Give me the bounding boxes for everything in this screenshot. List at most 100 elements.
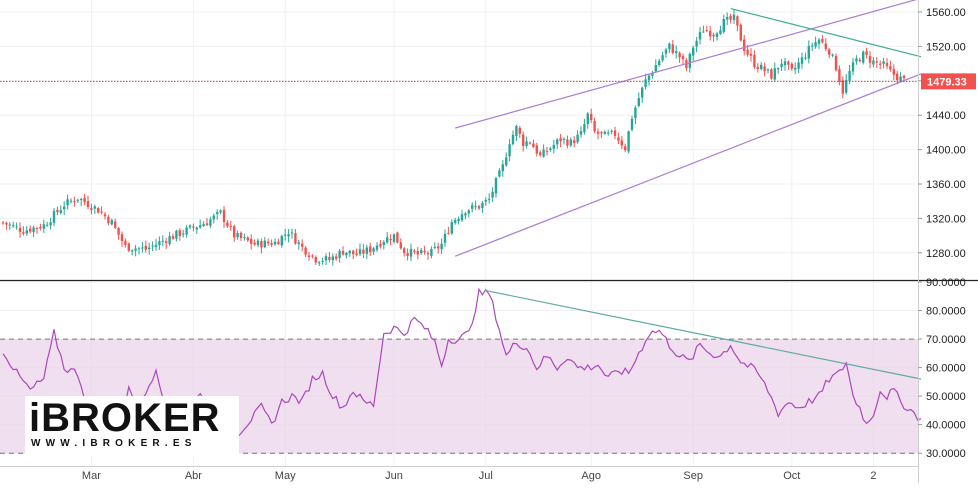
candle-body (100, 211, 103, 213)
candle-body (114, 221, 117, 228)
candle-body (746, 49, 749, 55)
candle-body (141, 247, 144, 249)
candle-body (131, 250, 134, 252)
price-tick-label: 1280.00 (926, 248, 966, 260)
candle-body (766, 69, 770, 71)
candle-body (603, 131, 606, 134)
candle-body (90, 208, 93, 210)
candle-body (437, 246, 440, 249)
candle-body (477, 206, 481, 209)
candle-body (46, 224, 49, 226)
candle-body (212, 215, 215, 220)
candle-body (569, 139, 572, 146)
candle-body (25, 230, 28, 234)
candle-body (780, 63, 783, 68)
candle-body (137, 248, 141, 250)
last-price-label: 1479.33 (927, 76, 967, 88)
candle-body (29, 228, 32, 232)
candle-body (828, 49, 831, 55)
candle-body (120, 234, 124, 242)
candle-body (688, 53, 691, 68)
candle-body (188, 225, 192, 228)
candle-body (855, 58, 858, 62)
candle-body (858, 59, 861, 62)
month-label: Jun (385, 470, 403, 482)
candle-body (243, 237, 246, 239)
candle-body (375, 245, 379, 250)
candle-body (321, 260, 324, 262)
candle-body (613, 130, 617, 136)
candle-body (556, 139, 559, 145)
candle-body (872, 60, 875, 65)
candle-body (171, 236, 175, 239)
candle-body (749, 53, 753, 56)
candle-body (307, 255, 311, 258)
candle-body (362, 249, 365, 254)
candle-body (763, 66, 766, 72)
candle-body (671, 44, 674, 53)
candle-body (103, 214, 107, 217)
candle-body (590, 113, 593, 121)
candle-body (86, 201, 90, 208)
candle-body (896, 73, 899, 81)
candle-body (899, 76, 902, 82)
candle-body (457, 218, 460, 222)
candle-body (620, 140, 623, 146)
candle-body (369, 246, 372, 253)
candle-body (39, 226, 42, 229)
price-tick-label: 1320.00 (926, 213, 966, 225)
candle-body (838, 69, 841, 82)
candle-body (263, 240, 266, 248)
candle-body (117, 227, 120, 235)
rsi-tick-label: 50.0000 (926, 391, 966, 403)
candle-body (304, 247, 307, 255)
candle-body (287, 234, 290, 237)
candle-body (331, 256, 334, 261)
candle-body (617, 137, 620, 141)
candle-body (800, 57, 804, 64)
candle-body (634, 107, 637, 119)
candle-body (726, 17, 729, 20)
candle-body (273, 241, 277, 245)
candle-body (151, 245, 154, 247)
candle-body (705, 30, 708, 32)
candle-body (491, 191, 494, 198)
candle-body (355, 253, 358, 256)
candle-body (386, 237, 389, 243)
month-label: Ago (581, 470, 601, 482)
candle-body (18, 227, 22, 232)
candle-body (358, 249, 362, 255)
candle-body (630, 118, 634, 130)
candle-body (165, 241, 168, 243)
candle-body (845, 79, 848, 93)
candle-body (294, 233, 297, 244)
candle-body (773, 68, 776, 80)
candle-body (624, 146, 627, 151)
candle-body (22, 232, 25, 234)
candle-body (76, 199, 79, 201)
candle-body (318, 262, 321, 264)
candle-body (794, 67, 797, 70)
candle-body (661, 55, 664, 61)
candle-body (494, 178, 498, 194)
candle-body (80, 199, 83, 201)
candle-body (732, 14, 736, 20)
candle-body (250, 238, 253, 244)
candle-body (498, 170, 501, 177)
candle-body (134, 248, 137, 251)
candle-body (804, 57, 807, 59)
channel-upper-line (455, 0, 917, 129)
candle-body (627, 131, 630, 152)
candle-body (515, 126, 518, 136)
candle-body (467, 210, 470, 214)
candle-body (821, 38, 824, 43)
candle-body (168, 236, 171, 245)
candle-body (474, 206, 477, 208)
candle-body (406, 252, 409, 256)
candle-body (226, 222, 229, 227)
candle-body (301, 243, 304, 247)
candle-body (511, 134, 515, 145)
candle-body (722, 18, 725, 32)
candle-body (440, 243, 443, 250)
month-label: Mar (82, 470, 101, 482)
